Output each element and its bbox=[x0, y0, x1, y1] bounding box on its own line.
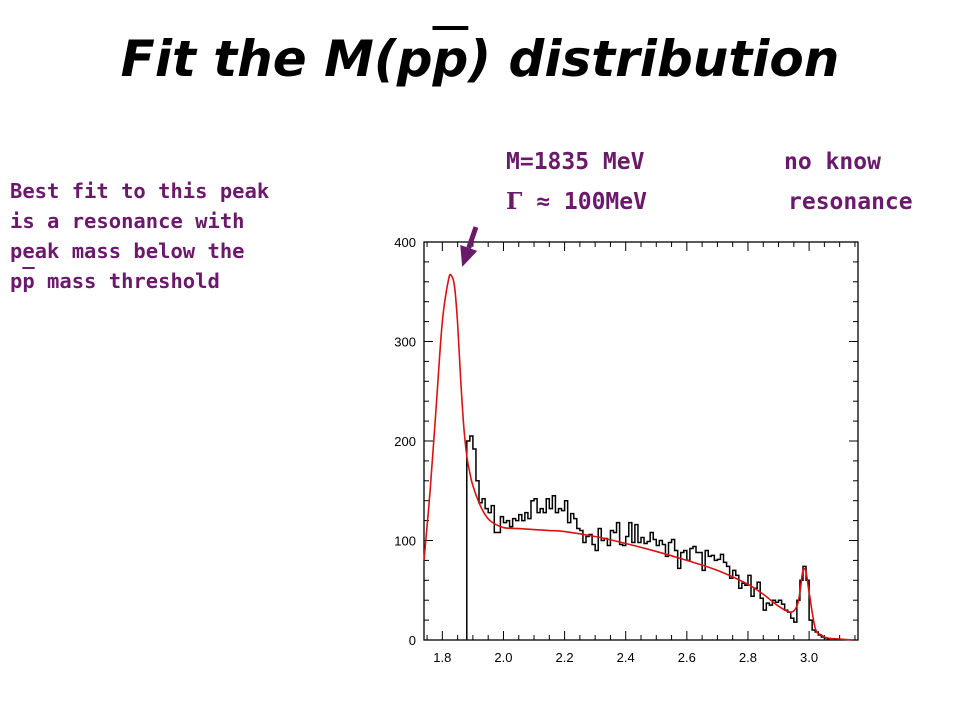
note-threshold-text: mass threshold bbox=[34, 269, 220, 293]
axis-ticks bbox=[424, 241, 858, 641]
gamma-symbol: Γ bbox=[506, 188, 523, 215]
note-p: p bbox=[10, 269, 23, 293]
chart-series bbox=[423, 273, 852, 641]
note-line-2: is a resonance with bbox=[10, 209, 245, 233]
note-line-4: pp mass threshold bbox=[10, 266, 350, 296]
x-tick-label: 1.8 bbox=[433, 650, 451, 665]
x-tick-label: 2.0 bbox=[494, 650, 512, 665]
mass-annotation: M=1835 MeV bbox=[506, 149, 645, 175]
x-tick-label: 2.4 bbox=[617, 650, 635, 665]
title-pbar: p bbox=[432, 30, 469, 88]
y-tick-label: 200 bbox=[394, 434, 416, 449]
arrow-head bbox=[460, 245, 478, 267]
title-prefix: Fit the M(p bbox=[120, 30, 433, 88]
y-tick-label: 0 bbox=[409, 633, 416, 648]
no-know-annotation: no know bbox=[784, 149, 881, 175]
y-tick-label: 300 bbox=[394, 335, 416, 350]
annotation-arrow bbox=[460, 226, 479, 267]
arrow-shaft bbox=[466, 226, 479, 249]
note-line-1: Best fit to this peak bbox=[10, 179, 270, 203]
resonance-annotation: resonance bbox=[788, 189, 913, 215]
y-tick-label: 100 bbox=[394, 534, 416, 549]
title-suffix: ) distribution bbox=[468, 30, 840, 88]
tick-labels: 1.8 2.0 2.2 2.4 2.6 2.8 3.0 0 100 200 300 400 bbox=[394, 235, 818, 665]
fit-description: Best fit to this peak is a resonance wit… bbox=[10, 176, 350, 296]
note-pbar: p bbox=[22, 269, 35, 293]
plot-border bbox=[423, 241, 859, 641]
x-tick-label: 2.2 bbox=[556, 650, 574, 665]
note-line-3: peak mass below the bbox=[10, 239, 245, 263]
slide-title: Fit the M(pp) distribution bbox=[0, 28, 960, 90]
fit-curve-series bbox=[423, 273, 852, 641]
data-histogram-series bbox=[466, 435, 831, 640]
width-value: ≈ 100MeV bbox=[522, 189, 647, 215]
x-tick-label: 2.8 bbox=[739, 650, 757, 665]
width-annotation: Γ ≈ 100MeV bbox=[506, 188, 647, 216]
plot-frame bbox=[423, 241, 859, 641]
y-tick-label: 400 bbox=[394, 235, 416, 250]
x-tick-label: 2.6 bbox=[678, 650, 696, 665]
x-tick-label: 3.0 bbox=[800, 650, 818, 665]
